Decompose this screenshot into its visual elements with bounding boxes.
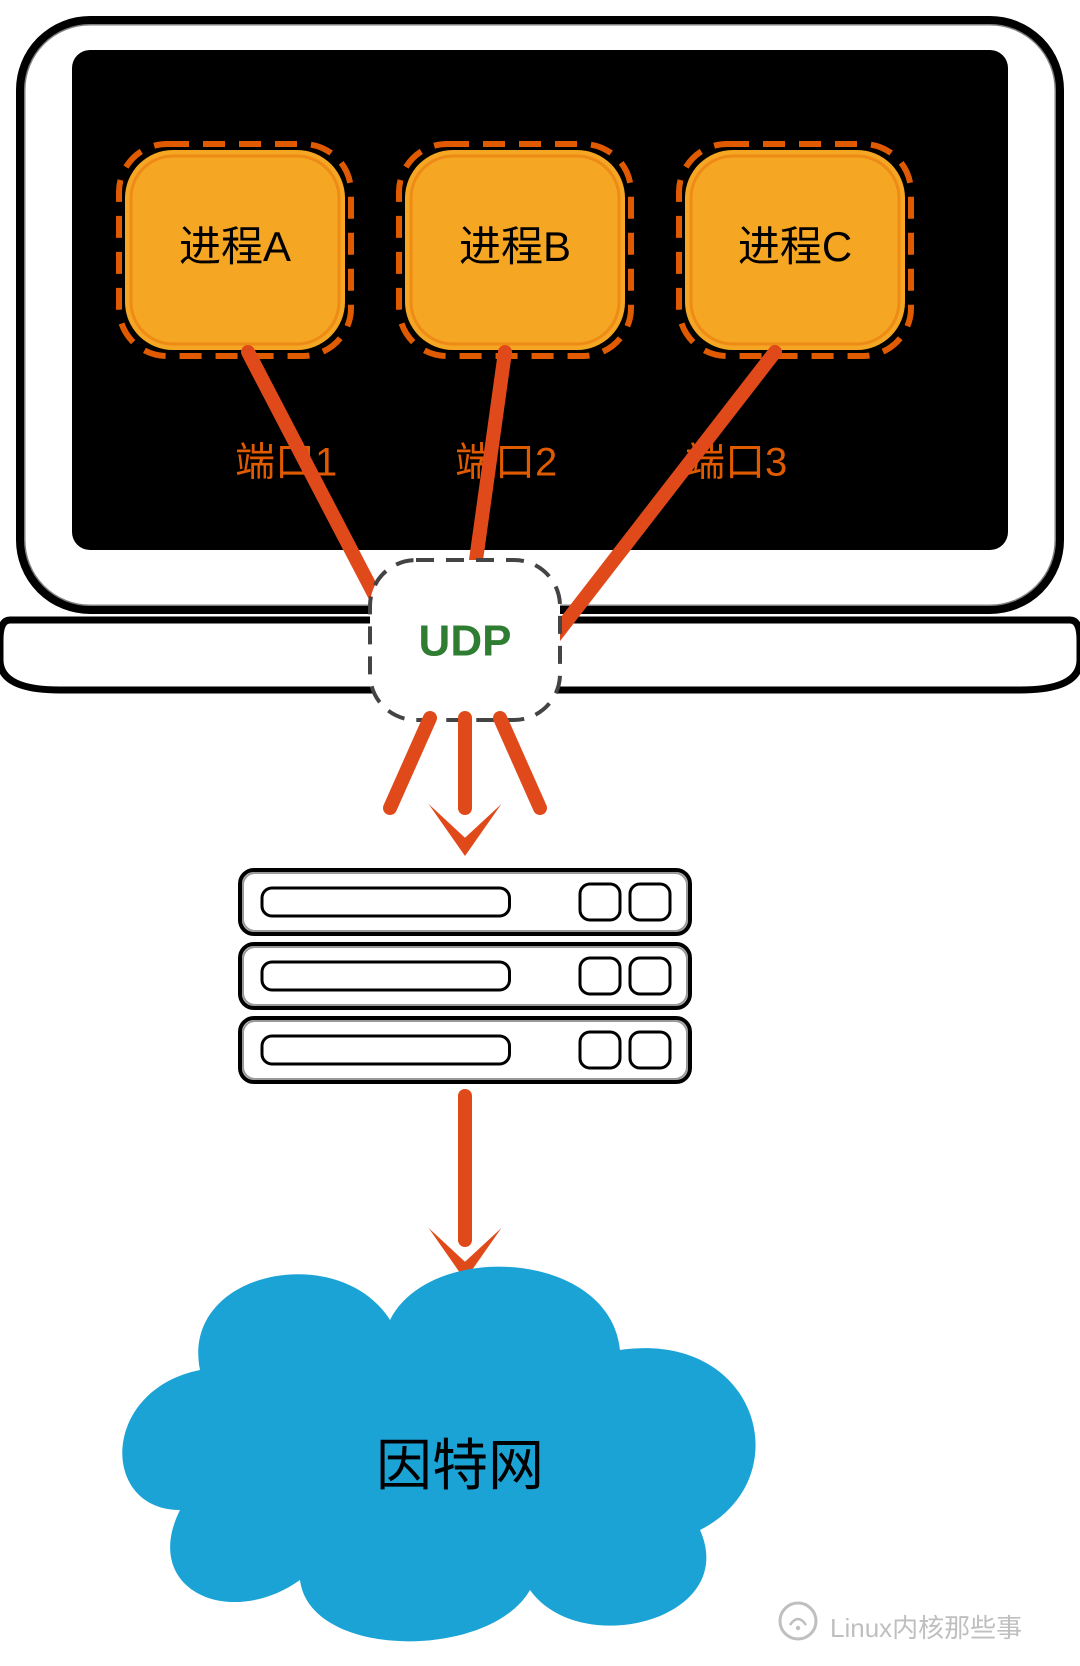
- udp-box: UDP: [370, 560, 560, 720]
- server-rack: [240, 870, 690, 1082]
- port-label-1: 端口2: [455, 441, 557, 485]
- process-label: 进程C: [738, 223, 852, 270]
- process-box-2: 进程C: [679, 144, 911, 356]
- process-box-1: 进程B: [399, 144, 631, 356]
- process-label: 进程B: [459, 223, 571, 270]
- watermark-text: Linux内核那些事: [830, 1613, 1022, 1643]
- udp-label: UDP: [419, 617, 512, 666]
- process-label: 进程A: [179, 223, 291, 270]
- process-box-0: 进程A: [119, 144, 351, 356]
- cloud-label: 因特网: [376, 1434, 544, 1497]
- port-label-0: 端口1: [235, 441, 337, 485]
